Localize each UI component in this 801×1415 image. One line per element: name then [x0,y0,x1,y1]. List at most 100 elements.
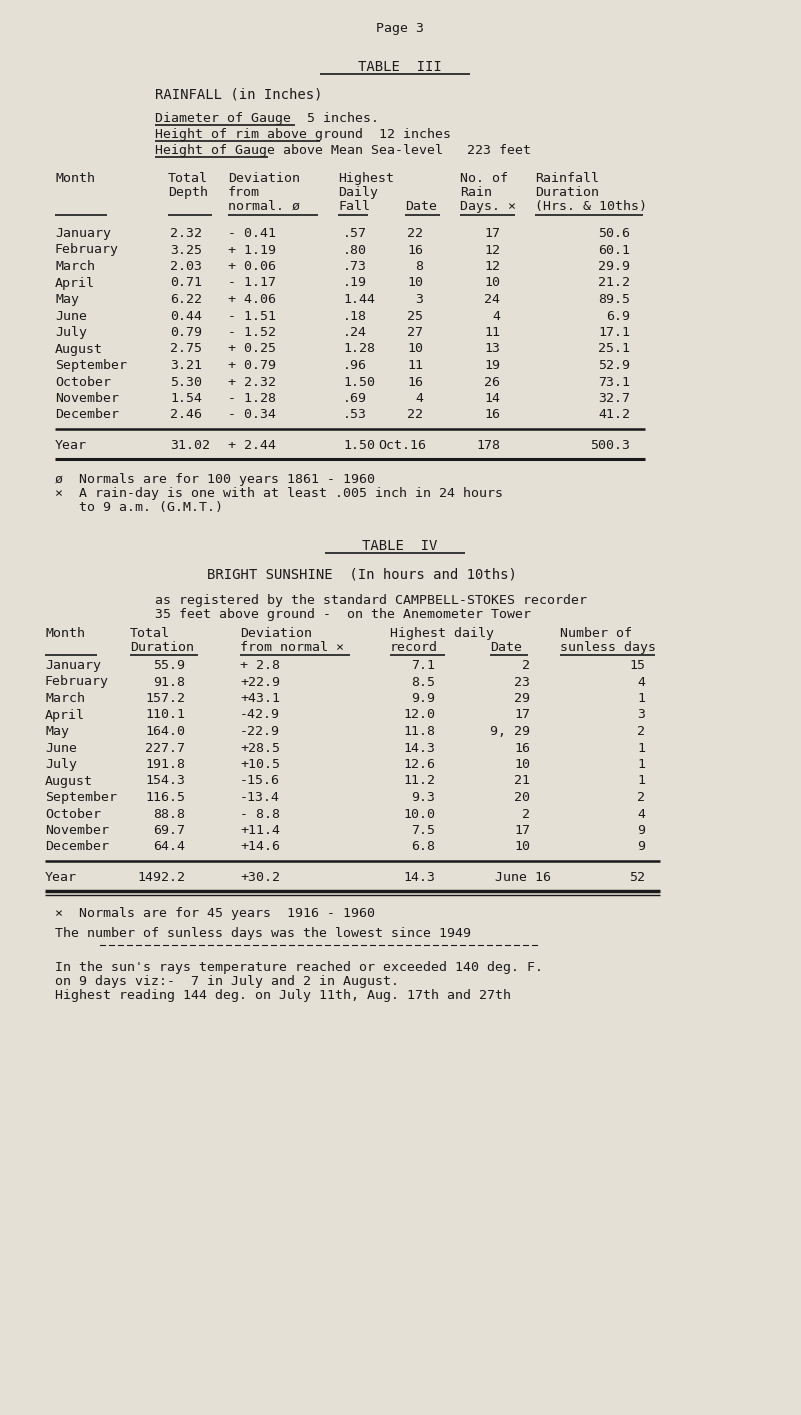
Text: In the sun's rays temperature reached or exceeded 140 deg. F.: In the sun's rays temperature reached or… [55,961,543,974]
Text: 10: 10 [407,276,423,290]
Text: .19: .19 [343,276,367,290]
Text: -42.9: -42.9 [240,709,280,722]
Text: April: April [55,276,95,290]
Text: TABLE  III: TABLE III [358,59,442,74]
Text: 2.75: 2.75 [170,342,202,355]
Text: Highest daily: Highest daily [390,627,494,640]
Text: 27: 27 [407,325,423,340]
Text: December: December [55,409,119,422]
Text: - 1.17: - 1.17 [228,276,276,290]
Text: August: August [55,342,103,355]
Text: Number of: Number of [560,627,632,640]
Text: +11.4: +11.4 [240,824,280,838]
Text: 17: 17 [484,226,500,241]
Text: Depth: Depth [168,185,208,200]
Text: 73.1: 73.1 [598,375,630,389]
Text: June: June [55,310,87,323]
Text: 16: 16 [407,375,423,389]
Text: - 0.41: - 0.41 [228,226,276,241]
Text: May: May [55,293,79,306]
Text: 0.79: 0.79 [170,325,202,340]
Text: 2: 2 [637,724,645,739]
Text: 1: 1 [637,774,645,788]
Text: 26: 26 [484,375,500,389]
Text: 20: 20 [514,791,530,804]
Text: 4: 4 [415,392,423,405]
Text: ×  Normals are for 45 years  1916 - 1960: × Normals are for 45 years 1916 - 1960 [55,907,375,920]
Text: 500.3: 500.3 [590,439,630,451]
Text: Page 3: Page 3 [376,23,424,35]
Text: January: January [55,226,111,241]
Text: 10: 10 [407,342,423,355]
Text: .73: .73 [343,260,367,273]
Text: + 0.79: + 0.79 [228,359,276,372]
Text: 16: 16 [514,741,530,754]
Text: 3.25: 3.25 [170,243,202,256]
Text: 24: 24 [484,293,500,306]
Text: November: November [45,824,109,838]
Text: Height of Gauge above Mean Sea-level   223 feet: Height of Gauge above Mean Sea-level 223… [155,144,531,157]
Text: 14.3: 14.3 [403,872,435,884]
Text: + 2.32: + 2.32 [228,375,276,389]
Text: 31.02: 31.02 [170,439,210,451]
Text: 1492.2: 1492.2 [137,872,185,884]
Text: 11.8: 11.8 [403,724,435,739]
Text: 52.9: 52.9 [598,359,630,372]
Text: July: July [55,325,87,340]
Text: 164.0: 164.0 [145,724,185,739]
Text: The number of sunless days was the lowest since 1949: The number of sunless days was the lowes… [55,927,471,940]
Text: on 9 days viz:-  7 in July and 2 in August.: on 9 days viz:- 7 in July and 2 in Augus… [55,975,399,988]
Text: Duration: Duration [130,641,194,654]
Text: 11: 11 [407,359,423,372]
Text: normal. ø: normal. ø [228,200,300,214]
Text: Rain: Rain [460,185,492,200]
Text: + 2.44: + 2.44 [228,439,276,451]
Text: 9.3: 9.3 [411,791,435,804]
Text: September: September [45,791,117,804]
Text: 154.3: 154.3 [145,774,185,788]
Text: 17: 17 [514,709,530,722]
Text: .57: .57 [343,226,367,241]
Text: 1.44: 1.44 [343,293,375,306]
Text: Highest: Highest [338,173,394,185]
Text: 9: 9 [637,841,645,853]
Text: 2.46: 2.46 [170,409,202,422]
Text: - 8.8: - 8.8 [240,808,280,821]
Text: Height of rim above ground  12 inches: Height of rim above ground 12 inches [155,127,451,142]
Text: December: December [45,841,109,853]
Text: 12.0: 12.0 [403,709,435,722]
Text: 12.6: 12.6 [403,758,435,771]
Text: September: September [55,359,127,372]
Text: 16: 16 [407,243,423,256]
Text: 13: 13 [484,342,500,355]
Text: to 9 a.m. (G.M.T.): to 9 a.m. (G.M.T.) [55,501,223,514]
Text: + 0.06: + 0.06 [228,260,276,273]
Text: .96: .96 [343,359,367,372]
Text: April: April [45,709,85,722]
Text: + 4.06: + 4.06 [228,293,276,306]
Text: -15.6: -15.6 [240,774,280,788]
Text: 191.8: 191.8 [145,758,185,771]
Text: Deviation: Deviation [240,627,312,640]
Text: 2.03: 2.03 [170,260,202,273]
Text: RAINFALL (in Inches): RAINFALL (in Inches) [155,88,323,102]
Text: +30.2: +30.2 [240,872,280,884]
Text: 2: 2 [522,659,530,672]
Text: from: from [228,185,260,200]
Text: 7.5: 7.5 [411,824,435,838]
Text: 41.2: 41.2 [598,409,630,422]
Text: 5.30: 5.30 [170,375,202,389]
Text: 1.50: 1.50 [343,439,375,451]
Text: 9, 29: 9, 29 [490,724,530,739]
Text: 1.50: 1.50 [343,375,375,389]
Text: Daily: Daily [338,185,378,200]
Text: 12: 12 [484,260,500,273]
Text: 88.8: 88.8 [153,808,185,821]
Text: 1: 1 [637,692,645,705]
Text: 14: 14 [484,392,500,405]
Text: August: August [45,774,93,788]
Text: + 1.19: + 1.19 [228,243,276,256]
Text: 29.9: 29.9 [598,260,630,273]
Text: - 1.52: - 1.52 [228,325,276,340]
Text: 227.7: 227.7 [145,741,185,754]
